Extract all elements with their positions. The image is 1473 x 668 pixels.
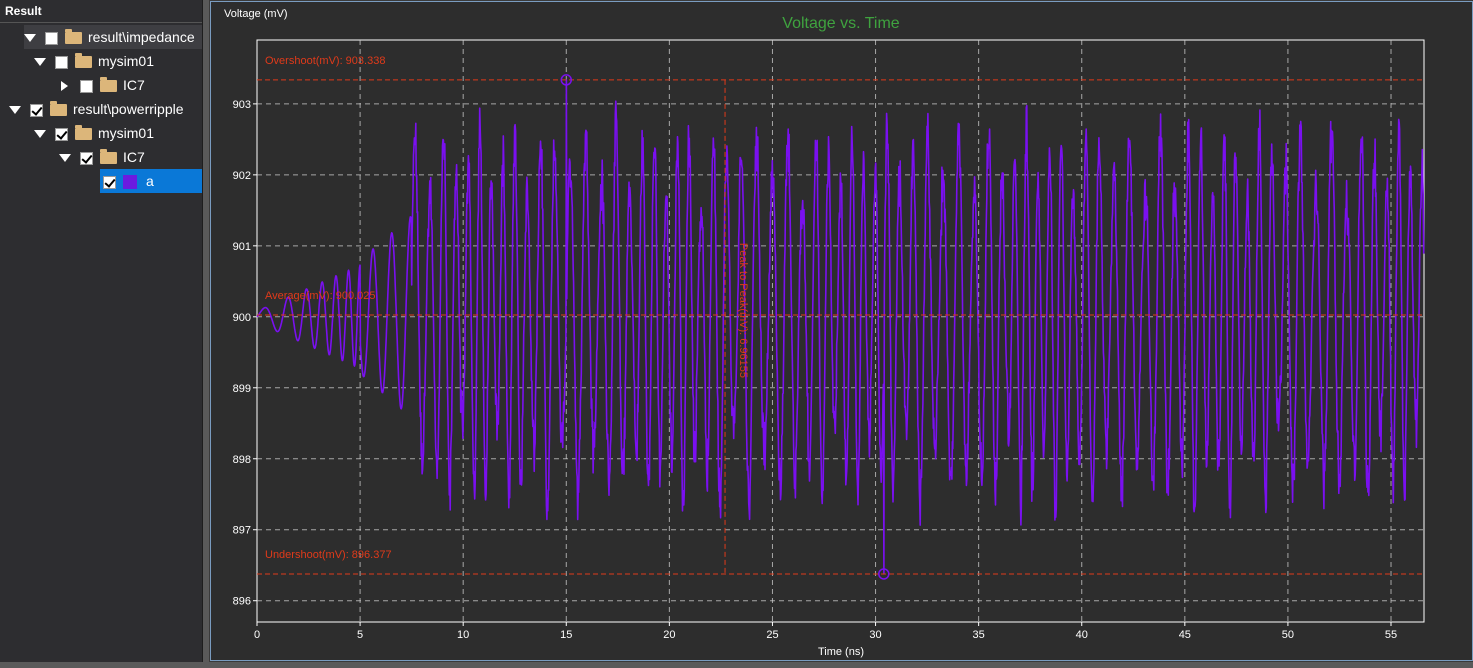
tree-item-1[interactable]: mysim01	[0, 49, 202, 73]
x-tick-label: 20	[663, 629, 675, 641]
y-tick-label: 899	[233, 383, 251, 395]
plot-area	[256, 39, 1425, 623]
y-tick-label: 900	[233, 312, 251, 324]
overshoot-marker	[560, 74, 573, 86]
tree-item-label: result\powerripple	[73, 101, 184, 117]
x-tick-label: 15	[560, 629, 572, 641]
peak-to-peak-label: Peak to Peak(mV): 6.96155	[737, 243, 749, 378]
tree-item-label: IC7	[123, 149, 145, 165]
collapse-arrow-icon[interactable]	[34, 130, 46, 139]
voltage-chart: Voltage (mV) Voltage vs. Time Time (ns) …	[224, 8, 1425, 658]
tree-item-6[interactable]: a	[100, 169, 202, 193]
results-tree-panel: Result result\impedance mysim01 IC7 result\…	[0, 0, 203, 662]
tree-item-3[interactable]: result\powerripple	[0, 97, 202, 121]
tree-item-5[interactable]: IC7	[0, 145, 202, 169]
tree-item-checkbox[interactable]	[103, 175, 116, 189]
bottom-border	[0, 662, 1473, 668]
tree-item-checkbox[interactable]	[30, 103, 43, 117]
folder-icon	[50, 101, 67, 117]
annotations-layer: Overshoot(mV): 903.338 Average(mV): 900.0…	[257, 55, 1424, 580]
tree-item-checkbox[interactable]	[55, 127, 68, 141]
undershoot-label: Undershoot(mV): 896.377	[265, 549, 392, 561]
y-tick-label: 902	[233, 170, 251, 182]
folder-icon	[100, 149, 117, 165]
panel-splitter[interactable]	[203, 0, 209, 662]
x-tick-label: 0	[254, 629, 260, 641]
x-tick-label: 35	[973, 629, 985, 641]
folder-icon	[75, 125, 92, 141]
series-line-a	[256, 79, 1425, 575]
overshoot-label: Overshoot(mV): 903.338	[265, 55, 385, 67]
chart-panel: Voltage (mV) Voltage vs. Time Time (ns) …	[210, 1, 1473, 661]
y-tick-label: 898	[233, 454, 251, 466]
x-axis-title: Time (ns)	[818, 646, 864, 658]
tree-item-checkbox[interactable]	[80, 151, 93, 165]
expand-arrow-icon[interactable]	[61, 81, 68, 92]
folder-icon	[65, 29, 82, 45]
tree-item-label: IC7	[123, 77, 145, 93]
tree-item-label: result\impedance	[88, 29, 195, 45]
collapse-arrow-icon[interactable]	[24, 34, 36, 43]
y-axis-title: Voltage (mV)	[224, 8, 288, 20]
y-tick-label: 896	[233, 596, 251, 608]
collapse-arrow-icon[interactable]	[9, 106, 21, 115]
average-label: Average(mV): 900.025	[265, 290, 375, 302]
folder-icon	[100, 77, 117, 93]
tree-item-checkbox[interactable]	[45, 31, 58, 45]
tree-item-label: a	[146, 173, 154, 189]
x-tick-label: 5	[357, 629, 363, 641]
tick-labels: 0 5 10 15 20 25 30 35 40 45 50 55 896 897 898 899 900 901…	[233, 99, 1397, 641]
x-tick-label: 30	[869, 629, 881, 641]
x-tick-label: 25	[766, 629, 778, 641]
tree-item-label: mysim01	[98, 53, 155, 69]
y-tick-label: 903	[233, 99, 251, 111]
tree-item-label: mysim01	[98, 125, 155, 141]
tree-item-checkbox[interactable]	[55, 55, 68, 69]
tree-item-checkbox[interactable]	[80, 79, 93, 93]
tree-item-2[interactable]: IC7	[0, 73, 202, 97]
x-tick-label: 40	[1076, 629, 1088, 641]
folder-icon	[75, 53, 92, 69]
tree-item-0[interactable]: result\impedance	[24, 25, 202, 49]
series-color-swatch	[123, 175, 137, 190]
tree-item-4[interactable]: mysim01	[0, 121, 202, 145]
results-tree-header: Result	[0, 0, 202, 23]
y-tick-label: 897	[233, 525, 251, 537]
grid-lines	[257, 40, 1424, 622]
collapse-arrow-icon[interactable]	[34, 58, 46, 67]
x-tick-label: 10	[457, 629, 469, 641]
collapse-arrow-icon[interactable]	[59, 154, 71, 163]
y-tick-label: 901	[233, 241, 251, 253]
x-tick-label: 45	[1179, 629, 1191, 641]
x-tick-label: 50	[1282, 629, 1294, 641]
series-layer	[256, 79, 1425, 575]
chart-title: Voltage vs. Time	[782, 15, 899, 32]
x-tick-label: 55	[1385, 629, 1397, 641]
undershoot-marker	[878, 568, 890, 580]
